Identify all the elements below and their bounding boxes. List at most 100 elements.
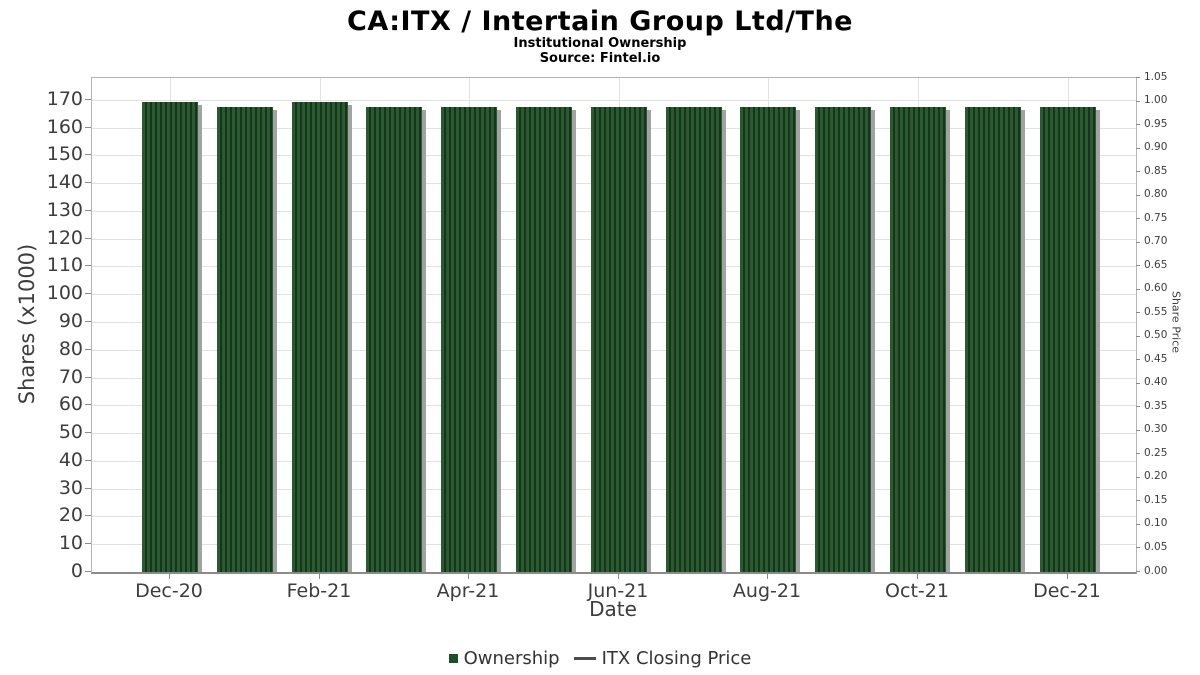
y-right-tick-label: 1.05 <box>1144 71 1168 83</box>
y-left-tick-mark <box>85 154 91 155</box>
y-right-tick-label: 0.75 <box>1144 212 1168 224</box>
x-tick-label: Dec-20 <box>135 580 203 602</box>
ownership-bar <box>516 107 572 572</box>
y-right-tick-mark <box>1136 124 1140 125</box>
x-tick-mark <box>1067 573 1068 579</box>
y-right-tick-label: 0.25 <box>1144 447 1168 459</box>
y-right-tick-label: 0.05 <box>1144 541 1168 553</box>
ownership-bar <box>1040 107 1096 572</box>
y-left-tick-label: 10 <box>58 532 83 554</box>
y-right-tick-mark <box>1136 336 1140 337</box>
y-right-tick-label: 0.95 <box>1144 118 1168 130</box>
legend-line-marker-icon <box>573 656 596 660</box>
x-tick-label: Aug-21 <box>732 580 802 602</box>
y-right-tick-label: 0.70 <box>1144 235 1168 247</box>
y-left-tick-label: 20 <box>58 504 83 526</box>
ownership-bar <box>292 102 348 572</box>
y-left-tick-mark <box>85 571 91 572</box>
y-right-tick-mark <box>1136 289 1140 290</box>
y-right-tick-label: 0.85 <box>1144 165 1168 177</box>
x-tick-label: Apr-21 <box>436 580 500 602</box>
y-left-tick-label: 140 <box>46 171 83 193</box>
y-left-tick-mark <box>85 515 91 516</box>
x-tick-label: Dec-21 <box>1033 580 1101 602</box>
y-right-tick-mark <box>1136 195 1140 196</box>
y-right-tick-mark <box>1136 359 1140 360</box>
y-right-tick-label: 0.55 <box>1144 306 1168 318</box>
x-tick-mark <box>767 573 768 579</box>
y-left-tick-label: 100 <box>46 282 83 304</box>
y-left-tick-mark <box>85 127 91 128</box>
y-left-tick-label: 130 <box>46 199 83 221</box>
y-right-tick-label: 0.30 <box>1144 423 1168 435</box>
x-tick-label: Oct-21 <box>885 580 949 602</box>
x-tick-label: Feb-21 <box>286 580 352 602</box>
legend-square-marker-icon <box>448 653 458 663</box>
y-left-tick-mark <box>85 349 91 350</box>
y-right-tick-mark <box>1136 265 1140 266</box>
y-right-tick-mark <box>1136 547 1140 548</box>
chart-subtitle: Institutional Ownership <box>513 36 687 51</box>
y-right-tick-mark <box>1136 242 1140 243</box>
plot-area <box>91 77 1137 574</box>
y-left-tick-mark <box>85 238 91 239</box>
y-left-tick-label: 150 <box>46 143 83 165</box>
y-right-tick-mark <box>1136 148 1140 149</box>
y-right-tick-label: 0.65 <box>1144 259 1168 271</box>
y-right-tick-label: 0.10 <box>1144 517 1168 529</box>
y-right-tick-label: 0.45 <box>1144 353 1168 365</box>
y-right-tick-label: 0.20 <box>1144 470 1168 482</box>
y-right-tick-mark <box>1136 477 1140 478</box>
ownership-bar <box>217 107 273 572</box>
legend-label: ITX Closing Price <box>601 647 752 669</box>
y-right-tick-mark <box>1136 430 1140 431</box>
y-left-tick-label: 0 <box>70 560 83 582</box>
y-left-tick-mark <box>85 460 91 461</box>
y-left-tick-mark <box>85 488 91 489</box>
ownership-bar <box>740 107 796 572</box>
y-left-tick-mark <box>85 265 91 266</box>
x-tick-label: Jun-21 <box>587 580 649 602</box>
x-axis-label: Date <box>589 597 637 621</box>
y-right-tick-label: 0.60 <box>1144 282 1168 294</box>
y-left-tick-mark <box>85 182 91 183</box>
y-right-tick-label: 0.80 <box>1144 188 1168 200</box>
ownership-bar <box>142 102 198 572</box>
ownership-bar <box>965 107 1021 572</box>
y-axis-label-right: Share Price <box>1169 290 1183 354</box>
y-right-tick-label: 0.40 <box>1144 376 1168 388</box>
y-left-tick-mark <box>85 377 91 378</box>
chart-title: CA:ITX / Intertain Group Ltd/The <box>347 6 853 37</box>
y-left-tick-label: 110 <box>46 254 83 276</box>
y-right-tick-label: 0.00 <box>1144 565 1168 577</box>
y-right-tick-mark <box>1136 218 1140 219</box>
y-right-tick-mark <box>1136 453 1140 454</box>
ownership-bar <box>441 107 497 572</box>
chart-legend: Ownership ITX Closing Price <box>0 645 1200 671</box>
y-left-tick-mark <box>85 404 91 405</box>
y-left-tick-mark <box>85 432 91 433</box>
y-right-tick-mark <box>1136 524 1140 525</box>
y-right-tick-mark <box>1136 500 1140 501</box>
y-right-tick-mark <box>1136 171 1140 172</box>
y-left-tick-label: 160 <box>46 116 83 138</box>
ownership-bar <box>666 107 722 572</box>
ownership-bar <box>366 107 422 572</box>
y-left-tick-mark <box>85 210 91 211</box>
y-left-tick-label: 40 <box>58 449 83 471</box>
y-left-tick-label: 60 <box>58 393 83 415</box>
x-tick-mark <box>618 573 619 579</box>
y-left-tick-label: 70 <box>58 366 83 388</box>
y-left-tick-mark <box>85 543 91 544</box>
y-left-tick-label: 80 <box>58 338 83 360</box>
y-right-tick-mark <box>1136 312 1140 313</box>
ownership-bar <box>591 107 647 572</box>
x-tick-mark <box>917 573 918 579</box>
y-left-tick-mark <box>85 99 91 100</box>
chart-source: Source: Fintel.io <box>539 51 661 66</box>
y-left-tick-label: 30 <box>58 477 83 499</box>
y-left-tick-mark <box>85 321 91 322</box>
y-left-tick-mark <box>85 293 91 294</box>
legend-item: ITX Closing Price <box>573 647 752 669</box>
